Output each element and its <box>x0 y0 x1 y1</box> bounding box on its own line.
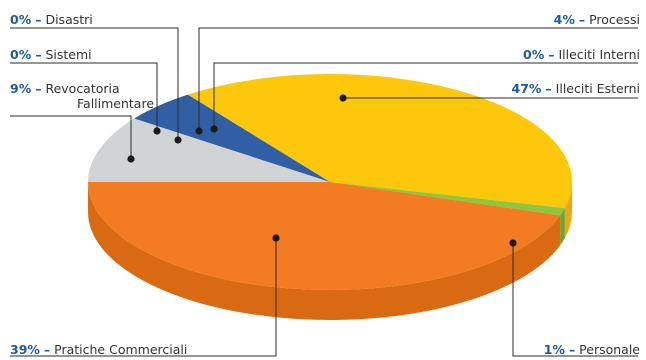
leader-line-processi <box>198 27 638 131</box>
label-separator: – <box>35 81 42 96</box>
leader-line-sistemi <box>10 62 158 131</box>
leader-dot-personale <box>509 239 517 247</box>
leader-dot-illeciti-interni <box>210 125 218 133</box>
leader-line-pratiche-commerciali <box>10 238 277 357</box>
label-illeciti-esterni-percent: 47% <box>511 81 542 96</box>
label-pratiche-percent: 39% <box>10 342 40 357</box>
slice-processi <box>134 94 330 182</box>
label-revocatoria-line1: 9% – Revocatoria <box>10 81 154 96</box>
label-separator: – <box>578 12 586 27</box>
label-illeciti-esterni-text: Illeciti Esterni <box>555 81 640 96</box>
label-disastri-text: Disastri <box>45 12 93 27</box>
label-separator: – <box>43 342 51 357</box>
leader-dot-processi <box>195 127 203 135</box>
label-processi: 4% – Processi <box>554 12 640 27</box>
label-sistemi: 0% – Sistemi <box>10 47 92 62</box>
label-pratiche-commerciali: 39% – Pratiche Commerciali <box>10 342 187 357</box>
leader-dot-sistemi <box>153 127 161 135</box>
label-pratiche-text: Pratiche Commerciali <box>54 342 188 357</box>
label-separator: – <box>548 47 555 62</box>
label-separator: – <box>35 12 42 27</box>
label-revocatoria-text-1: Revocatoria <box>45 81 120 96</box>
leader-line-illeciti-interni <box>213 62 638 129</box>
leader-dot-disastri <box>174 136 182 144</box>
label-personale: 1% – Personale <box>544 342 640 357</box>
leader-dot-illeciti-esterni <box>339 94 347 102</box>
label-illeciti-esterni: 47% – Illeciti Esterni <box>512 81 640 96</box>
label-separator: – <box>35 47 42 62</box>
label-personale-text: Personale <box>579 342 640 357</box>
label-revocatoria-text-2: Fallimentare <box>77 96 155 111</box>
leader-line-disastri <box>10 27 179 140</box>
label-revocatoria-percent: 9% <box>10 81 32 96</box>
leader-line-personale <box>512 243 638 357</box>
label-processi-percent: 4% <box>553 12 575 27</box>
label-disastri-percent: 0% <box>10 12 32 27</box>
slice-pratiche-commerciali <box>88 182 561 290</box>
slice-personale <box>330 182 565 216</box>
label-disastri: 0% – Disastri <box>10 12 93 27</box>
label-illeciti-interni: 0% – Illeciti Interni <box>523 47 640 62</box>
leader-dot-pratiche-commerciali <box>272 234 280 242</box>
slice-side-illeciti-esterni <box>564 182 572 239</box>
label-sistemi-text: Sistemi <box>45 47 92 62</box>
slice-revocatoria-fallimentare <box>88 118 330 182</box>
slice-side-personale <box>560 208 565 246</box>
label-illeciti-interni-percent: 0% <box>523 47 545 62</box>
label-processi-text: Processi <box>589 12 640 27</box>
leader-dot-revocatoria-fallimentare <box>127 155 135 163</box>
slice-illeciti-esterni <box>187 73 572 209</box>
label-revocatoria-line2: Fallimentare <box>10 96 154 111</box>
slice-side-pratiche-commerciali <box>88 182 561 321</box>
label-separator: – <box>545 81 552 96</box>
label-personale-percent: 1% <box>543 342 565 357</box>
label-sistemi-percent: 0% <box>10 47 32 62</box>
label-separator: – <box>568 342 576 357</box>
leader-line-revocatoria-fallimentare <box>10 115 132 159</box>
label-illeciti-interni-text: Illeciti Interni <box>558 47 640 62</box>
label-revocatoria: 9% – Revocatoria Fallimentare <box>10 81 154 111</box>
